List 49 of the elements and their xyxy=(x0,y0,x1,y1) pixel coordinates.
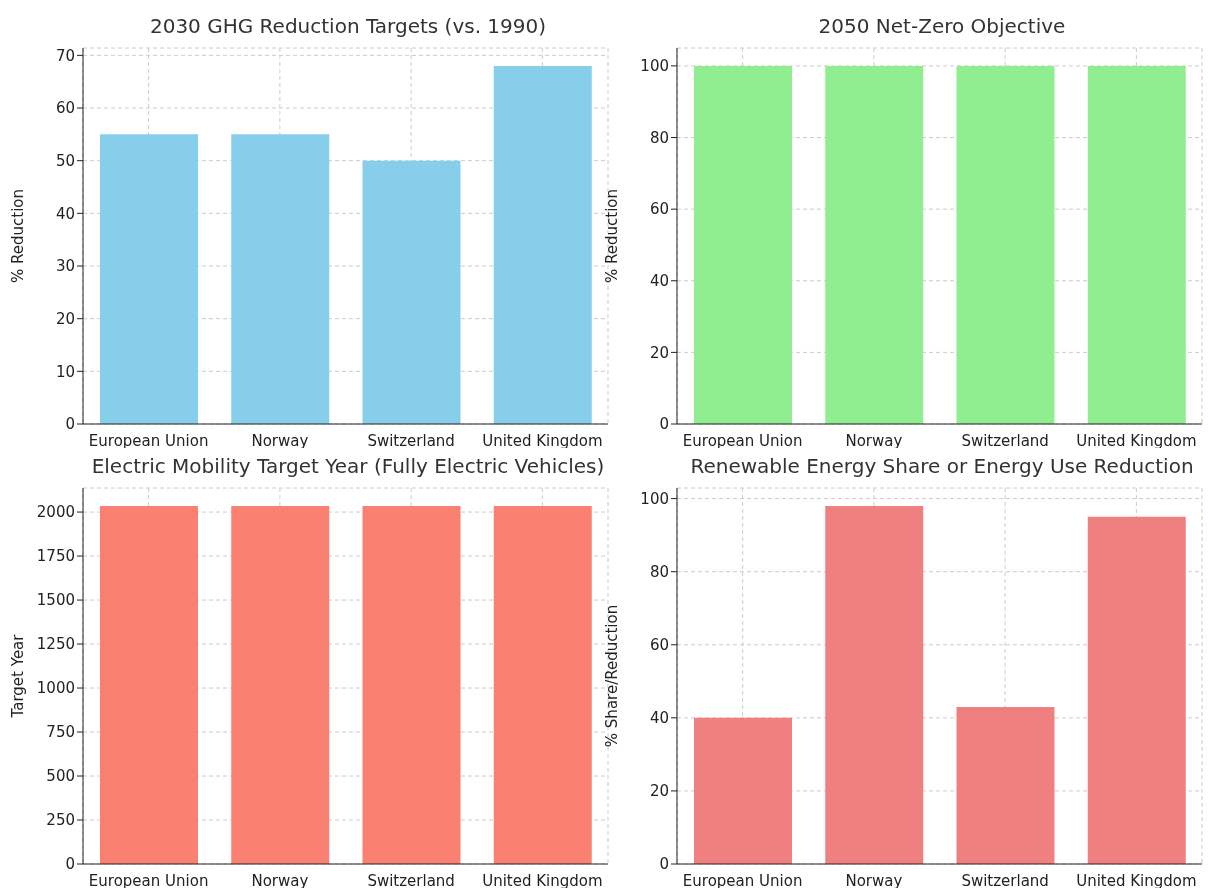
y-tick-label: 70 xyxy=(55,46,75,65)
y-tick-label: 0 xyxy=(659,415,669,434)
y-tick-label: 1750 xyxy=(36,547,75,566)
bar xyxy=(825,505,924,864)
y-tick-label: 60 xyxy=(55,99,75,118)
y-tick-label: 250 xyxy=(46,811,75,830)
x-tick-label: Switzerland xyxy=(367,872,455,890)
y-axis-title: Target Year xyxy=(9,633,28,719)
bar xyxy=(362,160,461,424)
y-tick-label: 0 xyxy=(65,855,75,874)
y-tick-label: 2000 xyxy=(36,503,75,522)
y-tick-label: 20 xyxy=(55,310,75,328)
y-tick-label: 20 xyxy=(649,782,669,801)
y-tick-label: 500 xyxy=(46,767,75,786)
y-tick-label: 80 xyxy=(649,128,669,147)
y-axis-title: % Reduction xyxy=(603,188,622,284)
y-tick-label: 100 xyxy=(640,57,669,76)
chart-title: Electric Mobility Target Year (Fully Electric Vehicles) xyxy=(90,454,606,478)
bar xyxy=(956,706,1055,864)
y-axis-title: % Reduction xyxy=(9,188,28,284)
y-tick-label: 40 xyxy=(55,204,75,223)
y-tick-label: 0 xyxy=(659,855,669,874)
y-tick-label: 60 xyxy=(649,200,669,219)
y-tick-label: 50 xyxy=(55,152,75,171)
bar xyxy=(1087,516,1186,864)
y-tick-label: 1250 xyxy=(36,635,75,654)
y-tick-label: 10 xyxy=(55,362,75,381)
x-tick-label: Switzerland xyxy=(961,432,1049,450)
y-tick-label: 40 xyxy=(649,272,669,291)
y-tick-label: 30 xyxy=(55,257,75,276)
y-tick-label: 60 xyxy=(649,636,669,655)
y-tick-label: 40 xyxy=(649,709,669,728)
chart-title: 2030 GHG Reduction Targets (vs. 1990) xyxy=(148,14,548,38)
y-tick-label: 20 xyxy=(649,343,669,362)
bar xyxy=(100,134,198,424)
y-tick-label: 750 xyxy=(46,723,75,742)
chart-title: Renewable Energy Share or Energy Use Reduction xyxy=(689,454,1195,478)
y-tick-label: 80 xyxy=(649,563,669,581)
x-tick-label: Switzerland xyxy=(961,872,1049,890)
bar xyxy=(231,134,330,424)
y-tick-label: 1000 xyxy=(36,679,75,698)
y-axis-title: % Share/Reduction xyxy=(603,604,622,748)
x-tick-label: Switzerland xyxy=(367,432,455,450)
bar xyxy=(493,65,592,424)
y-tick-label: 1500 xyxy=(36,591,75,610)
chart-title: 2050 Net-Zero Objective xyxy=(817,14,1067,38)
bar xyxy=(694,717,792,864)
y-tick-label: 0 xyxy=(65,415,75,434)
y-tick-label: 100 xyxy=(640,489,669,508)
